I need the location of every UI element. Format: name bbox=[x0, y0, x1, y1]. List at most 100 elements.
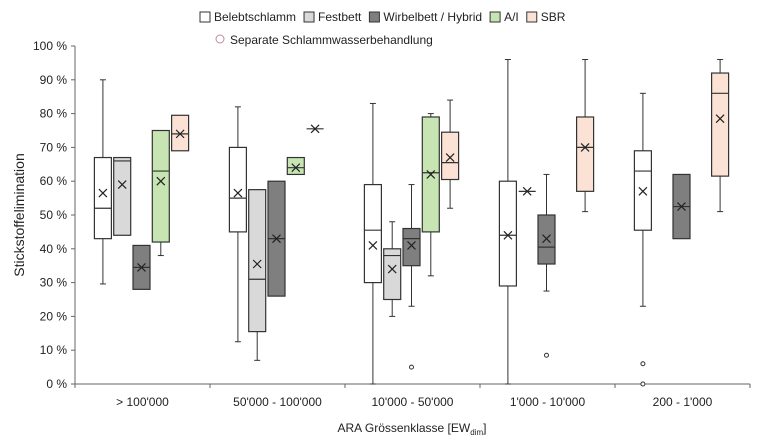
legend-swatch bbox=[199, 11, 211, 23]
mean-marker bbox=[156, 176, 166, 186]
legend: Belebtschlamm Festbett Wirbelbett / Hybrid… bbox=[199, 10, 566, 47]
box-belebtschlamm-0 bbox=[93, 79, 113, 285]
box-belebtschlamm-2 bbox=[363, 102, 382, 385]
mean-marker bbox=[580, 142, 590, 152]
legend-swatch bbox=[489, 11, 501, 23]
legend-swatch bbox=[368, 11, 380, 23]
box-iqr bbox=[383, 248, 402, 301]
box-wirbelbett-hybrid-0 bbox=[132, 244, 151, 290]
mean-marker bbox=[117, 180, 127, 190]
y-tick-label: 60 % bbox=[40, 174, 68, 188]
box-sbr-0 bbox=[171, 114, 190, 152]
box-belebtschlamm-4 bbox=[633, 92, 653, 387]
box-iqr bbox=[498, 180, 517, 287]
box-iqr bbox=[151, 129, 170, 243]
y-tick-label: 100 % bbox=[33, 39, 67, 53]
x-axis-label-main: ARA Grössenklasse [EW bbox=[338, 421, 471, 435]
mean-marker bbox=[252, 259, 262, 269]
box-belebtschlamm-3 bbox=[498, 59, 517, 385]
box-iqr bbox=[441, 131, 460, 181]
mean-marker bbox=[387, 264, 397, 274]
legend-label: Separate Schlammwasserbehandlung bbox=[230, 33, 433, 47]
legend-label: Festbett bbox=[318, 10, 362, 24]
mean-marker bbox=[272, 234, 281, 244]
box-iqr bbox=[228, 146, 247, 233]
box-sbr-4 bbox=[710, 59, 730, 213]
x-tick-label: 200 - 1'000 bbox=[653, 395, 713, 409]
box-wirbelbett-hybrid-2 bbox=[402, 184, 421, 370]
box-a-i-0 bbox=[151, 129, 170, 257]
box-festbett-2 bbox=[383, 221, 402, 317]
box-iqr bbox=[710, 72, 730, 177]
mean-marker bbox=[542, 234, 551, 244]
mean-marker bbox=[310, 124, 320, 134]
y-tick-label: 50 % bbox=[40, 208, 68, 222]
legend-label: Belebtschlamm bbox=[214, 10, 296, 24]
mean-marker bbox=[291, 163, 301, 173]
y-tick-label: 70 % bbox=[40, 140, 68, 154]
mean-marker bbox=[137, 262, 146, 272]
y-tick-label: 0 % bbox=[46, 377, 67, 391]
box-belebtschlamm-1 bbox=[228, 106, 247, 343]
y-tick-label: 20 % bbox=[40, 309, 68, 323]
legend-label: A/I bbox=[504, 10, 519, 24]
x-tick-label: 50'000 - 100'000 bbox=[233, 395, 322, 409]
y-axis: 0 % 10 % 20 % 30 % 40 % 50 % 60 % 70 % 80 % 90 % 1… bbox=[33, 39, 76, 391]
box-a-i-1 bbox=[286, 156, 305, 176]
box-iqr bbox=[248, 189, 267, 333]
mean-marker bbox=[715, 114, 725, 124]
outlier-point bbox=[544, 352, 549, 358]
mean-marker bbox=[233, 188, 243, 198]
mean-marker bbox=[445, 153, 455, 162]
x-axis: > 100'000 50'000 - 100'000 10'000 - 50'000… bbox=[74, 383, 751, 409]
mean-marker bbox=[426, 170, 436, 179]
y-axis-label: Stickstoffelimination bbox=[11, 153, 27, 276]
legend-label: Wirbelbett / Hybrid bbox=[383, 10, 482, 24]
y-tick-label: 80 % bbox=[40, 107, 68, 121]
mean-marker bbox=[175, 129, 185, 139]
box-sbr-1 bbox=[306, 124, 324, 134]
x-axis-label-end: ] bbox=[483, 421, 486, 435]
box-iqr bbox=[113, 156, 132, 236]
x-axis-label-sub: dim bbox=[470, 428, 483, 437]
box-festbett-3 bbox=[518, 186, 536, 196]
outlier-point bbox=[409, 364, 414, 370]
box-iqr bbox=[363, 183, 382, 284]
x-tick-label: 10'000 - 50'000 bbox=[372, 395, 454, 409]
x-tick-label: > 100'000 bbox=[116, 395, 169, 409]
mean-marker bbox=[98, 188, 108, 198]
box-sbr-3 bbox=[575, 59, 595, 213]
box-festbett-1 bbox=[248, 189, 267, 361]
y-tick-label: 10 % bbox=[40, 343, 68, 357]
mean-marker bbox=[368, 240, 378, 250]
box-iqr bbox=[575, 116, 595, 192]
mean-marker bbox=[503, 230, 513, 240]
box-festbett-0 bbox=[113, 156, 132, 236]
y-tick-label: 40 % bbox=[40, 242, 68, 256]
box-iqr bbox=[93, 156, 113, 240]
box-sbr-2 bbox=[441, 99, 460, 209]
box-a-i-2 bbox=[421, 113, 440, 277]
y-tick-label: 30 % bbox=[40, 276, 68, 290]
box-wirbelbett-hybrid-4 bbox=[672, 173, 691, 240]
y-tick-label: 90 % bbox=[40, 73, 68, 87]
legend-swatch bbox=[526, 11, 538, 23]
legend-circle-icon bbox=[215, 34, 225, 44]
legend-label: SBR bbox=[541, 10, 566, 24]
legend-swatch bbox=[303, 11, 315, 23]
x-axis-label: ARA Grössenklasse [EWdim] bbox=[338, 421, 487, 437]
outlier-point bbox=[640, 381, 646, 387]
box-wirbelbett-hybrid-3 bbox=[537, 173, 556, 358]
x-tick-label: 1'000 - 10'000 bbox=[510, 395, 586, 409]
box-iqr bbox=[286, 156, 305, 176]
box-wirbelbett-hybrid-1 bbox=[267, 180, 286, 297]
mean-marker bbox=[677, 202, 686, 211]
outlier-point bbox=[640, 361, 646, 367]
mean-marker bbox=[638, 186, 648, 196]
mean-marker bbox=[522, 186, 532, 196]
mean-marker bbox=[407, 240, 416, 250]
boxes bbox=[93, 59, 730, 387]
box-iqr bbox=[402, 227, 421, 267]
